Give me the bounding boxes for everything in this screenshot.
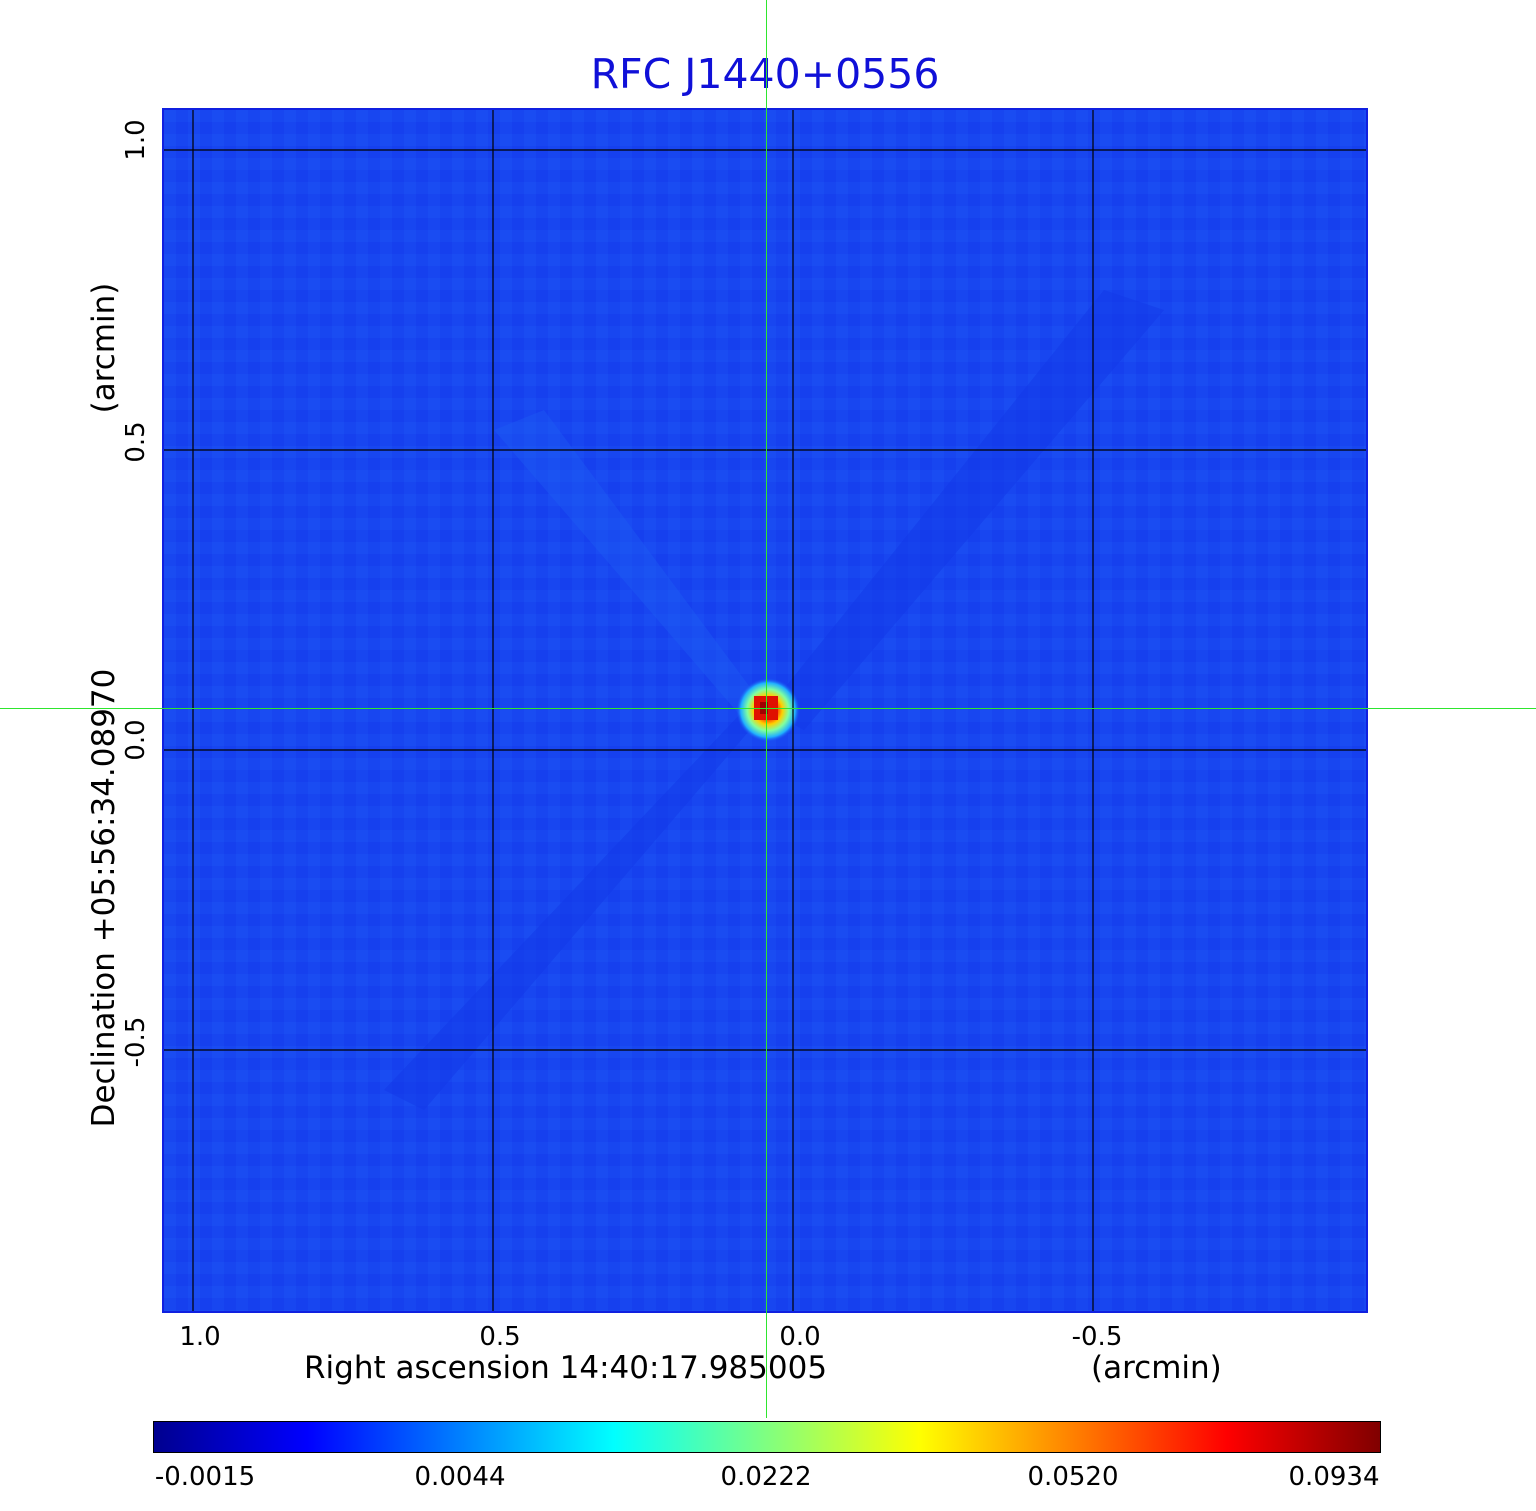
colorbar-tick-label: -0.0015 xyxy=(154,1462,256,1492)
crosshair-horizontal xyxy=(0,708,1536,709)
crosshair-vertical xyxy=(766,0,767,1418)
x-tick-label: 0.5 xyxy=(479,1322,521,1352)
x-axis-label: Right ascension 14:40:17.985005 xyxy=(304,1350,828,1386)
coordinate-grid xyxy=(164,110,1366,1311)
y-tick-label: 1.0 xyxy=(121,119,151,161)
y-axis-label: Declination +05:56:34.08970 xyxy=(86,668,122,1128)
x-tick-label: -0.5 xyxy=(1071,1322,1123,1352)
colorbar-tick-label: 0.0934 xyxy=(1288,1462,1380,1492)
colorbar-tick-label: 0.0222 xyxy=(720,1462,812,1492)
y-tick-label: -0.5 xyxy=(121,1016,151,1068)
colorbar xyxy=(153,1421,1381,1453)
x-tick-label: 1.0 xyxy=(179,1322,221,1352)
y-tick-label: 0.0 xyxy=(121,719,151,761)
x-axis-unit: (arcmin) xyxy=(1091,1350,1222,1386)
colorbar-tick-label: 0.0520 xyxy=(1027,1462,1119,1492)
radio-image-plot[interactable] xyxy=(162,108,1368,1313)
y-tick-label: 0.5 xyxy=(121,421,151,463)
colorbar-tick-label: 0.0044 xyxy=(414,1462,506,1492)
y-axis-unit: (arcmin) xyxy=(86,282,122,414)
radio-image xyxy=(164,110,1366,1311)
x-tick-label: 0.0 xyxy=(779,1322,821,1352)
image-title: RFC J1440+0556 xyxy=(590,50,940,98)
